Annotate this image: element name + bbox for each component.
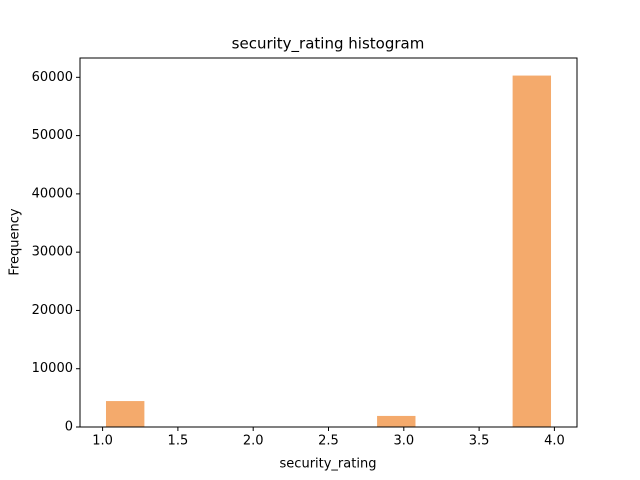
x-tick-label: 3.5 [469,434,490,449]
x-axis-label: security_rating [280,457,377,472]
chart-title: security_rating histogram [232,35,425,54]
x-tick-label: 3.0 [393,434,414,449]
axes-frame [79,57,578,428]
y-tick-label: 10000 [32,361,73,376]
y-tick-label: 0 [65,420,73,435]
y-tick-label: 40000 [32,186,73,201]
x-tick-label: 2.5 [318,434,339,449]
x-tick-label: 1.0 [92,434,113,449]
y-tick-label: 30000 [32,245,73,260]
bar [512,75,552,428]
y-tick-label: 60000 [32,70,73,85]
x-tick-label: 2.0 [243,434,264,449]
x-tick-label: 4.0 [544,434,565,449]
bar [105,401,145,427]
bar [377,415,416,427]
y-tick-label: 20000 [32,303,73,318]
y-axis-label: Frequency [8,208,23,275]
y-tick-label: 50000 [32,128,73,143]
x-tick-label: 1.5 [168,434,189,449]
